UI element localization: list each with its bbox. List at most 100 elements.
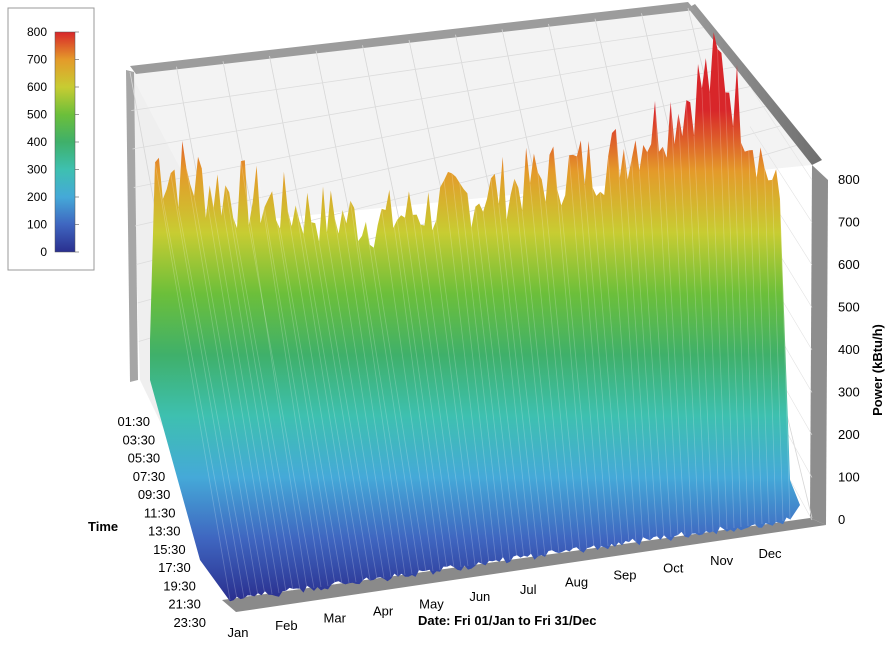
surface-ridge-line [271, 191, 336, 586]
right-wall-frame [810, 165, 828, 525]
surface-ridge-line [732, 126, 749, 527]
grid-line-horizontal [131, 27, 704, 111]
left-rim [126, 70, 138, 382]
surface-ridge-line [631, 159, 658, 540]
date-tick-label: Feb [275, 618, 297, 633]
date-tick-label: Nov [710, 553, 734, 568]
time-tick-label: 19:30 [163, 578, 196, 593]
power-tick-label: 100 [838, 470, 860, 485]
surface-ridge-line [334, 217, 392, 578]
surface-ridge-line [482, 211, 525, 559]
legend-tick-label: 600 [27, 80, 47, 94]
surface-ridge-line [201, 168, 273, 595]
surface-ridge-line [435, 220, 483, 565]
surface-ridge-line [670, 101, 693, 535]
power-tick-label: 300 [838, 385, 860, 400]
top-rim [130, 2, 695, 74]
surface-ridge-line [310, 222, 371, 581]
power-tick-label: 400 [838, 342, 860, 357]
power-tick-label: 700 [838, 215, 860, 230]
legend-tick-label: 100 [27, 218, 47, 232]
surface-ridge-line [553, 146, 588, 550]
surface-ridge-line [771, 179, 784, 522]
surface-ridge-line [529, 183, 567, 553]
surface-ridge-line [365, 221, 420, 574]
time-axis-ticks: 01:30 03:30 05:30 07:30 09:30 11:30 13:30 15:30… [117, 414, 206, 630]
legend-ticks: 0 100 200 300 400 500 600 700 800 [27, 25, 79, 259]
surface-ridge-line [607, 156, 637, 543]
surface-ridge-line [388, 189, 441, 571]
legend-tick-label: 200 [27, 190, 47, 204]
surface-ridge-line [623, 148, 651, 541]
surface-ridge-line [560, 205, 595, 549]
power-tick-label: 600 [838, 257, 860, 272]
surface-ridge-line [576, 156, 609, 547]
surface-ridge-line [568, 155, 602, 548]
surface-ridge-line [373, 247, 427, 573]
legend-box [7, 7, 95, 271]
surface-ridge-line [748, 150, 763, 525]
date-axis-ticks: Jan Feb Mar Apr May Jun Jul Aug Sep Oct Nov Dec [228, 546, 783, 640]
surface-ridge-line [209, 185, 280, 594]
surface-ridge-line [303, 234, 364, 582]
surface-ridge-line [724, 92, 742, 528]
surface-ridge-line [654, 100, 679, 537]
surface-ridge-line [584, 184, 616, 546]
legend-tick-label: 700 [27, 53, 47, 67]
surface-ridge-line [459, 182, 504, 562]
surface-ridge-line [662, 146, 686, 536]
grid-line-horizontal [133, 66, 735, 188]
surface-ridge-line [396, 219, 448, 570]
surface-ridge-line [693, 135, 714, 532]
date-tick-label: Apr [373, 603, 394, 618]
surface-ridge-line [154, 162, 231, 601]
surface-ridge-line [615, 128, 644, 542]
surface-ridge-line [404, 217, 455, 569]
surface-ridge-line [599, 191, 630, 544]
surface-ridge-line [513, 178, 553, 555]
date-tick-label: Jun [469, 589, 490, 604]
surface-ridge-line [224, 185, 294, 592]
surface-ridge-line [326, 232, 385, 579]
surface-ridge-line [740, 142, 756, 526]
surface-ridge-line [709, 92, 728, 530]
surface-ridge-line [357, 241, 413, 575]
legend-tick-label: 400 [27, 135, 47, 149]
surface-ridge-line [256, 165, 322, 588]
surface-ridge-line [381, 208, 434, 572]
surface-ridge-line [287, 210, 350, 584]
surface-ridge-line [185, 167, 259, 597]
power-tick-label: 0 [838, 512, 845, 527]
surface-ridge-line [717, 49, 735, 529]
surface-ridge-line [756, 178, 770, 524]
surface-ridge-line [592, 187, 623, 545]
surface-ridge-line [193, 196, 266, 596]
surface-ridge-line [295, 205, 357, 583]
date-tick-label: Dec [758, 546, 782, 561]
time-tick-label: 15:30 [153, 542, 186, 557]
legend-tick-label: 300 [27, 163, 47, 177]
surface-ridge-line [638, 170, 665, 539]
power-surface [150, 32, 800, 602]
surface-ridge-line [420, 224, 469, 567]
date-tick-label: Oct [663, 560, 684, 575]
power-axis-ticks: 0 100 200 300 400 500 600 700 800 [838, 172, 860, 527]
time-tick-label: 09:30 [138, 487, 171, 502]
surface-ridge-line [232, 217, 301, 591]
surface-ridge-line [263, 207, 329, 587]
surface-ridge-line [701, 88, 721, 531]
surface-ridge-line [474, 206, 518, 560]
surface-ridge-line [779, 199, 791, 521]
date-tick-label: May [419, 596, 444, 611]
surface-ridge-line [521, 210, 560, 554]
surface-ridge-line [162, 199, 238, 600]
surface-ridge-line [342, 209, 399, 577]
surface-ridge-line [451, 173, 497, 563]
grid-line-right-wall [749, 86, 813, 181]
surface-ridges [154, 49, 791, 601]
date-tick-label: Jul [520, 582, 537, 597]
legend-colorbar [54, 31, 76, 253]
surface-ridge-line [178, 208, 252, 598]
time-axis-title: Time [88, 519, 118, 534]
